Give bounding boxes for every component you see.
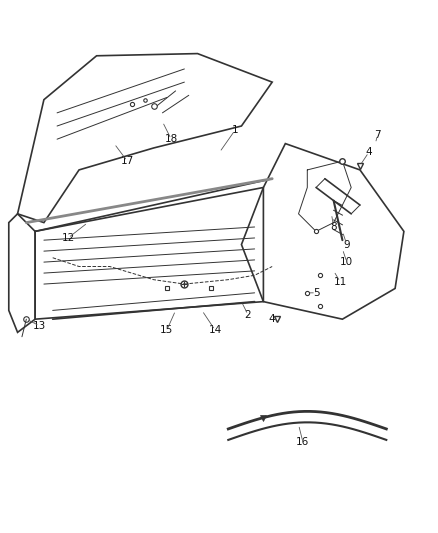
- Text: 18: 18: [164, 134, 177, 144]
- Text: 4: 4: [268, 314, 275, 324]
- Text: 12: 12: [61, 233, 74, 243]
- Text: 17: 17: [120, 156, 134, 166]
- Text: 11: 11: [333, 277, 346, 287]
- Text: 10: 10: [339, 257, 353, 267]
- Text: 2: 2: [244, 310, 251, 320]
- Polygon shape: [9, 214, 35, 333]
- Text: 5: 5: [312, 288, 319, 298]
- Text: 15: 15: [160, 325, 173, 335]
- Text: 16: 16: [296, 437, 309, 447]
- Polygon shape: [241, 143, 403, 319]
- Text: 4: 4: [364, 147, 371, 157]
- Text: 9: 9: [343, 239, 350, 249]
- Text: 14: 14: [208, 325, 221, 335]
- Text: 13: 13: [33, 321, 46, 331]
- Polygon shape: [18, 54, 272, 223]
- Text: 1: 1: [231, 125, 238, 135]
- Text: 7: 7: [373, 130, 380, 140]
- Text: 8: 8: [329, 222, 336, 232]
